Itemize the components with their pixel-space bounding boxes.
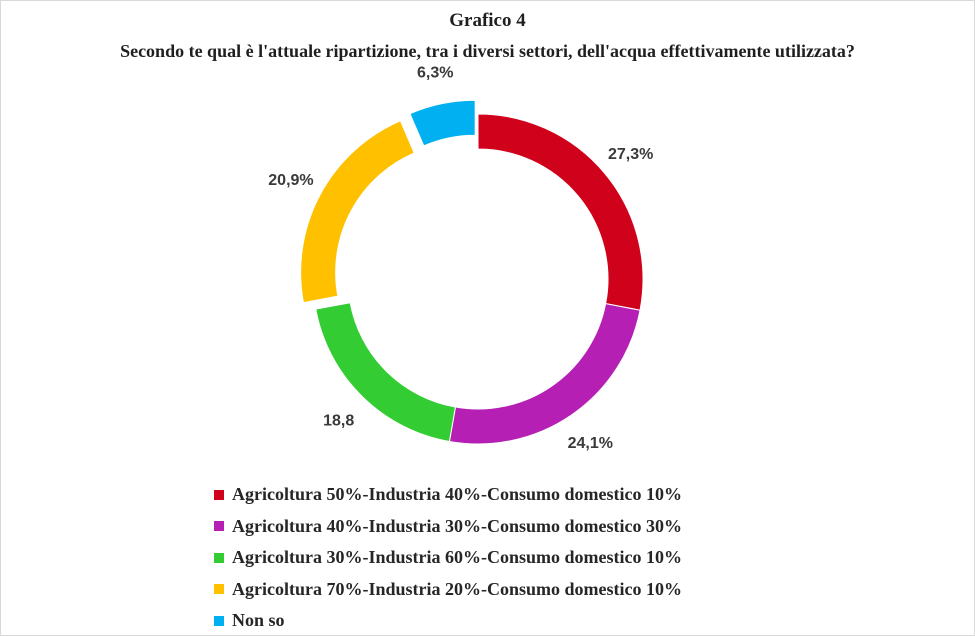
legend-item: Agricoltura 40%-Industria 30%-Consumo do… (214, 511, 682, 543)
legend-swatch (214, 552, 224, 563)
legend-label: Agricoltura 70%-Industria 20%-Consumo do… (232, 578, 682, 599)
legend-label: Agricoltura 40%-Industria 30%-Consumo do… (232, 515, 682, 536)
legend-item: Agricoltura 50%-Industria 40%-Consumo do… (214, 479, 682, 511)
legend-item: Non so (214, 605, 682, 635)
chart-subtitle: Secondo te qual è l'attuale ripartizione… (120, 41, 855, 61)
data-label: 6,3% (417, 64, 453, 81)
chart-title: Grafico 4 (449, 10, 526, 31)
doughnut-slice (300, 120, 415, 304)
data-label: 18,8 (323, 413, 354, 430)
data-label: 24,1% (568, 435, 613, 452)
legend-label: Agricoltura 30%-Industria 60%-Consumo do… (232, 547, 682, 568)
chart-legend: Agricoltura 50%-Industria 40%-Consumo do… (214, 479, 682, 635)
legend-label: Agricoltura 50%-Industria 40%-Consumo do… (232, 484, 682, 505)
legend-swatch (214, 489, 224, 500)
legend-item: Agricoltura 30%-Industria 60%-Consumo do… (214, 542, 682, 574)
data-label: 20,9% (268, 172, 313, 189)
legend-swatch (214, 521, 224, 532)
doughnut-slice (448, 303, 641, 445)
legend-swatch (214, 615, 224, 626)
legend-label: Non so (232, 610, 285, 631)
legend-swatch (214, 584, 224, 595)
doughnut-slice (315, 302, 457, 443)
legend-item: Agricoltura 70%-Industria 20%-Consumo do… (214, 574, 682, 606)
doughnut-slice (409, 99, 476, 147)
data-label: 27,3% (608, 146, 653, 163)
doughnut-slice (477, 113, 644, 311)
